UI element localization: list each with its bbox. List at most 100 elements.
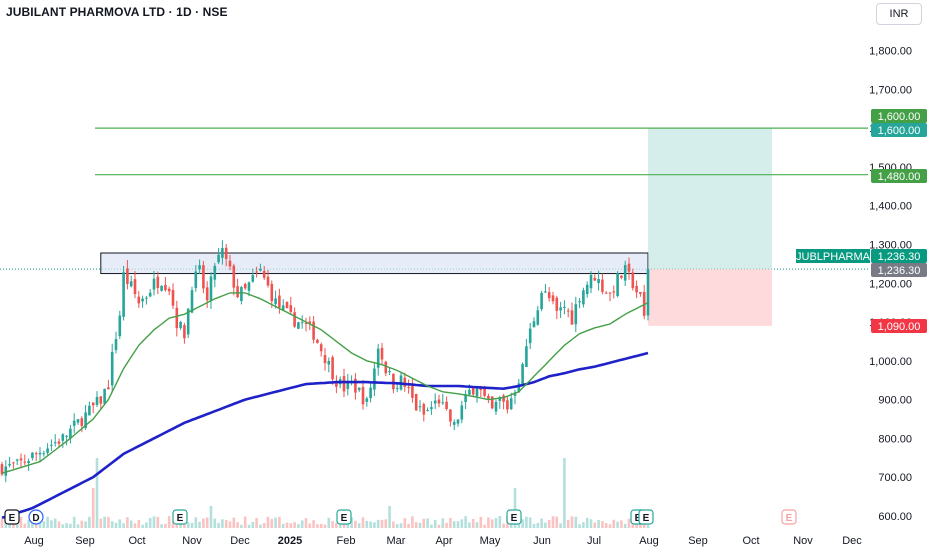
candle-body — [34, 453, 38, 455]
candle-body — [4, 466, 8, 476]
candle-body — [361, 387, 365, 405]
candle-body — [483, 386, 486, 396]
volume-bar — [384, 519, 388, 528]
volume-bar — [308, 523, 312, 528]
volume-bar — [388, 506, 391, 528]
candle-body — [528, 328, 532, 344]
volume-bar — [456, 521, 460, 528]
candle-body — [247, 282, 251, 291]
candle-body — [278, 295, 281, 308]
time-axis[interactable]: Aug Sep Oct Nov Dec 2025 Feb Mar Apr May Jun Jul Aug… — [24, 535, 862, 547]
candle-body — [50, 444, 53, 446]
candle-body — [198, 265, 201, 270]
volume-bar — [426, 518, 429, 528]
candle-body — [578, 301, 581, 303]
volume-bar — [91, 488, 95, 528]
volume-bar — [616, 521, 619, 528]
candle-body — [574, 304, 578, 325]
volume-bar — [65, 523, 68, 528]
volume-bar — [331, 521, 334, 528]
volume-bar — [103, 516, 106, 528]
currency-button[interactable]: INR — [876, 3, 922, 25]
dividend-marker[interactable] — [28, 509, 44, 525]
candle-body — [171, 289, 175, 306]
candle-body — [525, 346, 528, 367]
volume-bar — [175, 523, 179, 528]
candle-body — [72, 420, 76, 426]
candle-body — [95, 396, 99, 405]
volume-bar — [597, 519, 600, 528]
candle-body — [502, 395, 505, 402]
candle-body — [494, 401, 498, 412]
event-marker-label: E — [635, 513, 642, 524]
candle-body — [585, 284, 589, 295]
candle-body — [19, 458, 23, 461]
volume-bar — [259, 524, 262, 528]
volume-bars — [0, 458, 650, 528]
candle-body — [616, 273, 619, 297]
volume-bar — [338, 522, 342, 528]
earnings-marker[interactable] — [506, 509, 522, 525]
candle-body — [232, 265, 236, 288]
candle-body — [627, 263, 631, 272]
candle-body — [175, 307, 179, 329]
candle-body — [566, 310, 570, 312]
volume-bar — [114, 522, 118, 528]
volume-bar — [521, 519, 524, 528]
candle-body — [289, 305, 293, 312]
earnings-marker[interactable] — [781, 509, 797, 525]
candle-body — [221, 248, 224, 258]
volume-bar — [285, 522, 289, 528]
volume-bar — [623, 523, 627, 528]
candle-body — [540, 292, 543, 310]
candle-body — [205, 287, 209, 301]
volume-bar — [551, 516, 555, 528]
candle-body — [285, 301, 289, 309]
volume-bar — [559, 523, 562, 528]
candle-body — [297, 322, 300, 329]
x-tick-label: Apr — [435, 535, 452, 547]
volume-bar — [361, 517, 365, 528]
earnings-marker[interactable] — [172, 509, 188, 525]
candle-body — [46, 448, 49, 453]
candle-body — [639, 292, 642, 294]
earnings-marker[interactable] — [336, 509, 352, 525]
volume-bar — [487, 517, 490, 528]
resistance-zone-rectangle[interactable] — [100, 252, 649, 275]
candle-body — [76, 419, 80, 423]
volume-bar — [620, 520, 623, 528]
candle-body — [255, 271, 258, 273]
volume-bar — [631, 523, 635, 528]
drawing-zones[interactable] — [0, 127, 868, 326]
earnings-marker[interactable] — [638, 509, 654, 525]
stop-loss-zone[interactable] — [648, 269, 772, 326]
volume-bar — [190, 522, 194, 528]
y-tick-label: 1,800.00 — [869, 46, 912, 58]
candle-body — [107, 387, 110, 390]
candle-body — [281, 305, 285, 310]
candle-body — [164, 285, 167, 291]
volume-bar — [582, 522, 585, 528]
target-zone[interactable] — [648, 128, 772, 270]
y-tick-label: 800.00 — [878, 433, 912, 445]
candle-body — [91, 402, 95, 406]
candle-body — [513, 392, 517, 396]
earnings-marker[interactable] — [4, 509, 20, 525]
volume-bar — [547, 520, 551, 528]
volume-bar — [483, 524, 486, 528]
candle-body — [160, 285, 163, 291]
candle-body — [373, 368, 376, 390]
candle-body — [449, 409, 452, 422]
candle-body — [209, 276, 213, 301]
volume-bar — [281, 523, 285, 528]
volume-bar — [601, 521, 604, 528]
volume-bar — [31, 519, 34, 528]
volume-bar — [593, 522, 597, 528]
volume-bar — [61, 524, 65, 528]
volume-bar — [540, 518, 543, 528]
candle-body — [346, 380, 350, 389]
candle-body — [190, 290, 194, 313]
candle-body — [240, 287, 243, 302]
